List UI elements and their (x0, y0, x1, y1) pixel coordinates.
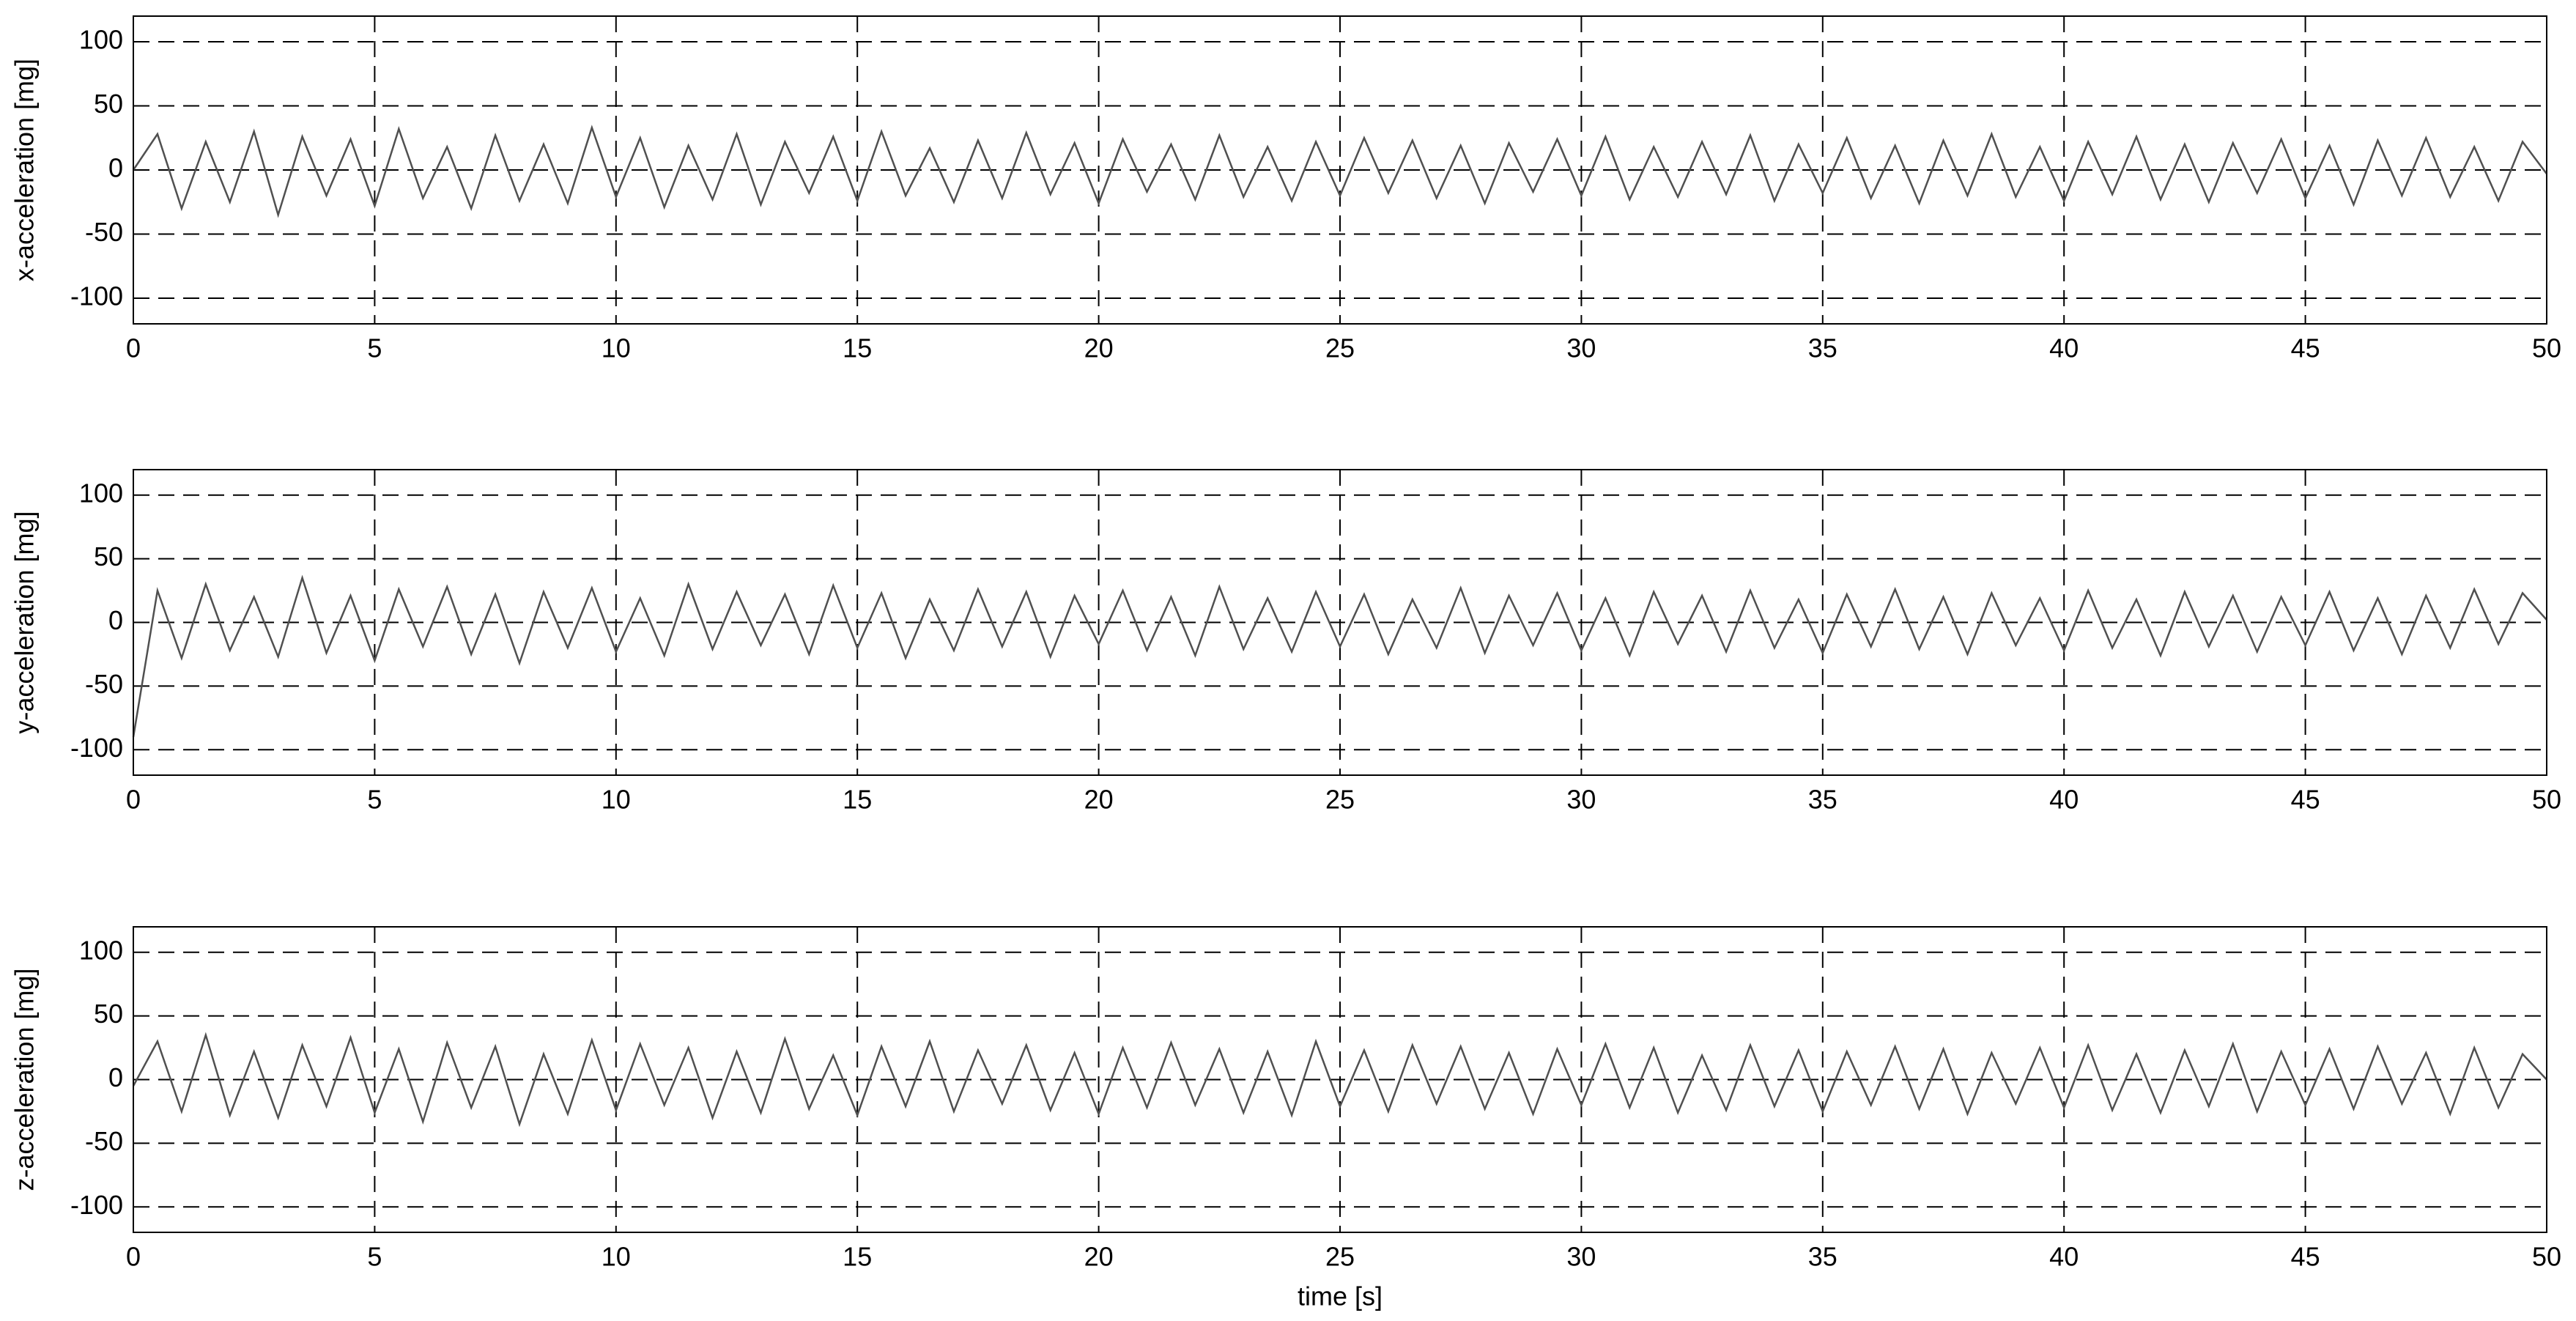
plot-frame (133, 469, 2547, 776)
x-tick-label: 0 (126, 333, 141, 363)
y-axis-label: z-acceleration [mg] (10, 968, 40, 1191)
plot-frame (133, 15, 2547, 325)
x-tick-label: 10 (602, 333, 631, 363)
x-axis-label: time [s] (1298, 1281, 1383, 1311)
y-tick-label: 0 (108, 153, 123, 183)
y-tick-label: 100 (79, 478, 123, 508)
y-tick-label: 50 (94, 999, 123, 1029)
x-tick-label: 20 (1084, 785, 1114, 815)
x-tick-label: 35 (1808, 333, 1837, 363)
data-line (132, 125, 2547, 218)
x-tick-label: 15 (843, 785, 872, 815)
x-tick-label: 0 (126, 785, 141, 815)
x-tick-label: 15 (843, 333, 872, 363)
x-tick-label: 40 (2049, 333, 2079, 363)
x-tick-label: 25 (1325, 1242, 1355, 1272)
y-tick-label: -100 (70, 1190, 123, 1220)
x-tick-label: 35 (1808, 785, 1837, 815)
y-tick-label: -100 (70, 733, 123, 763)
y-axis-label: x-acceleration [mg] (10, 59, 40, 281)
x-tick-label: 25 (1325, 333, 1355, 363)
x-tick-label: 20 (1084, 333, 1114, 363)
y-tick-label: -50 (85, 1126, 123, 1156)
data-line (132, 574, 2547, 738)
x-tick-label: 50 (2532, 333, 2561, 363)
y-tick-label: 0 (108, 1062, 123, 1092)
y-tick-label: 100 (79, 935, 123, 965)
x-tick-label: 50 (2532, 1242, 2561, 1272)
x-tick-label: 45 (2291, 1242, 2320, 1272)
x-tick-label: 40 (2049, 785, 2079, 815)
x-tick-label: 25 (1325, 785, 1355, 815)
x-tick-label: 40 (2049, 1242, 2079, 1272)
x-tick-label: 5 (367, 1242, 382, 1272)
y-tick-label: -50 (85, 669, 123, 699)
x-tick-label: 35 (1808, 1242, 1837, 1272)
x-tick-label: 5 (367, 333, 382, 363)
x-tick-label: 45 (2291, 785, 2320, 815)
x-tick-label: 30 (1566, 1242, 1596, 1272)
plot-frame (133, 926, 2547, 1233)
x-tick-label: 0 (126, 1242, 141, 1272)
x-tick-label: 20 (1084, 1242, 1114, 1272)
x-tick-label: 5 (367, 785, 382, 815)
y-tick-label: -50 (85, 217, 123, 247)
x-tick-label: 45 (2291, 333, 2320, 363)
x-tick-label: 15 (843, 1242, 872, 1272)
y-tick-label: 0 (108, 605, 123, 635)
y-tick-label: 50 (94, 541, 123, 571)
data-line (132, 1032, 2547, 1128)
x-tick-label: 30 (1566, 785, 1596, 815)
y-tick-label: 50 (94, 89, 123, 119)
y-tick-label: 100 (79, 25, 123, 55)
x-tick-label: 10 (602, 785, 631, 815)
y-tick-label: -100 (70, 281, 123, 311)
y-axis-label: y-acceleration [mg] (10, 511, 40, 733)
x-tick-label: 10 (602, 1242, 631, 1272)
x-tick-label: 50 (2532, 785, 2561, 815)
x-tick-label: 30 (1566, 333, 1596, 363)
